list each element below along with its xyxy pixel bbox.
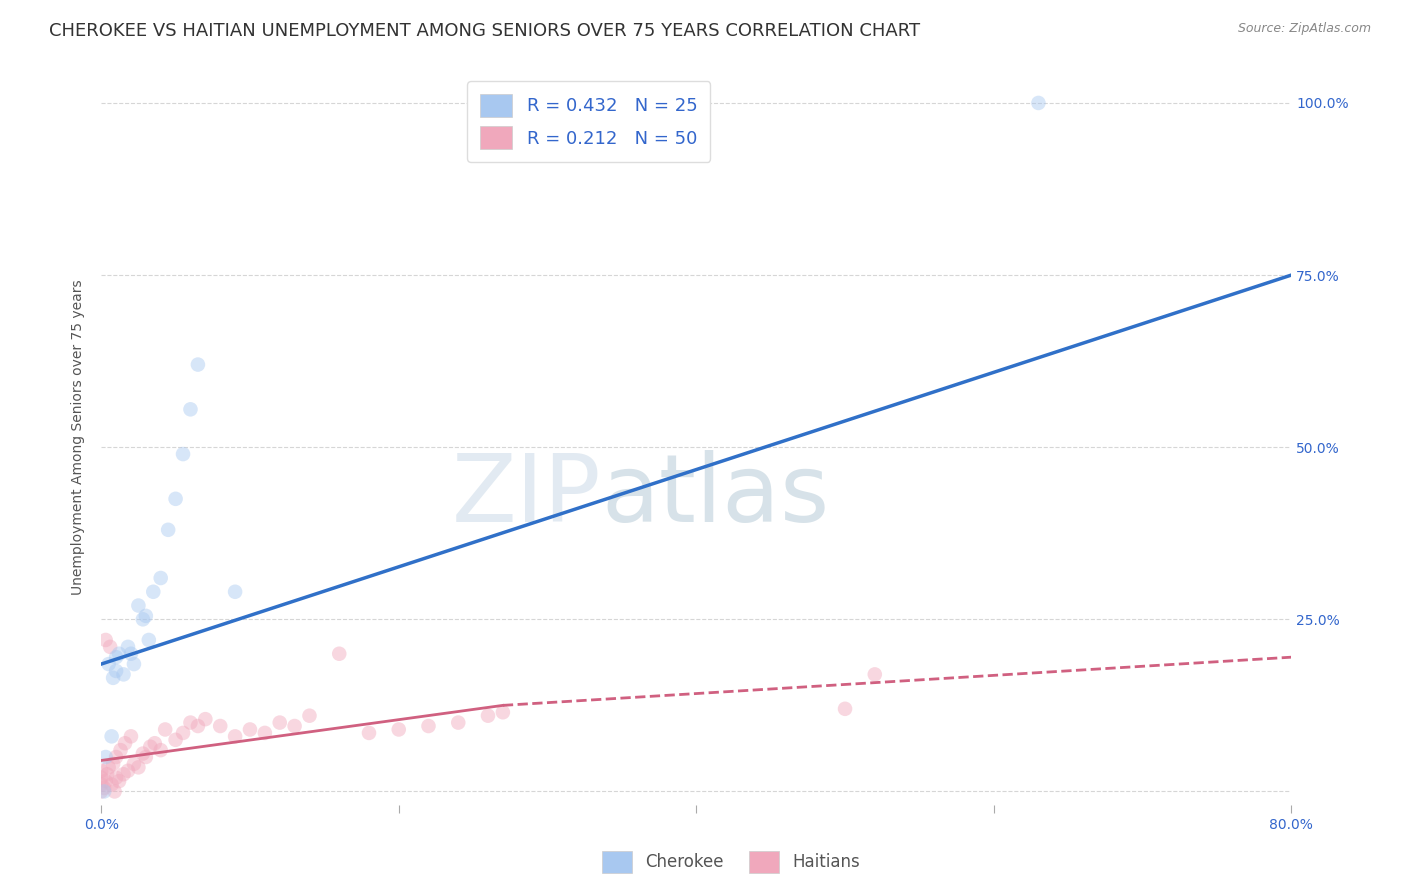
Point [172, 726, 194, 740]
Text: CHEROKEE VS HAITIAN UNEMPLOYMENT AMONG SENIORS OVER 75 YEARS CORRELATION CHART: CHEROKEE VS HAITIAN UNEMPLOYMENT AMONG S… [49, 22, 921, 40]
Point [90, 771, 112, 785]
Point [90, 764, 112, 778]
Point [834, 702, 856, 716]
Text: Source: ZipAtlas.com: Source: ZipAtlas.com [1237, 22, 1371, 36]
Point [187, 719, 209, 733]
Point [127, 760, 149, 774]
Point [94, 774, 117, 789]
Point [97, 657, 120, 671]
Point [110, 743, 132, 757]
Point [418, 719, 440, 733]
Point [194, 712, 217, 726]
Point [477, 708, 499, 723]
Point [447, 715, 470, 730]
Point [112, 667, 135, 681]
Point [153, 723, 176, 737]
Point [172, 447, 194, 461]
Point [1028, 95, 1050, 110]
Point [328, 647, 350, 661]
Legend: Cherokee, Haitians: Cherokee, Haitians [596, 845, 866, 880]
Point [90, 778, 112, 792]
Point [143, 736, 166, 750]
Point [298, 708, 321, 723]
Point [120, 647, 142, 661]
Y-axis label: Unemployment Among Seniors over 75 years: Unemployment Among Seniors over 75 years [72, 279, 86, 595]
Point [239, 723, 262, 737]
Point [94, 632, 117, 647]
Point [98, 640, 121, 654]
Point [105, 664, 128, 678]
Point [165, 732, 187, 747]
Point [269, 715, 291, 730]
Point [93, 780, 115, 795]
Point [120, 730, 142, 744]
Point [94, 750, 117, 764]
Point [165, 491, 187, 506]
Point [114, 736, 136, 750]
Point [224, 584, 246, 599]
Point [492, 705, 515, 719]
Point [101, 671, 124, 685]
Point [149, 743, 172, 757]
Point [101, 756, 124, 771]
Point [179, 402, 201, 417]
Point [117, 640, 139, 654]
Point [139, 739, 162, 754]
Point [388, 723, 411, 737]
Point [142, 584, 165, 599]
Point [135, 608, 157, 623]
Point [224, 730, 246, 744]
Point [100, 730, 122, 744]
Point [209, 719, 232, 733]
Point [112, 767, 135, 781]
Point [135, 750, 157, 764]
Point [96, 767, 118, 781]
Point [284, 719, 307, 733]
Point [138, 632, 160, 647]
Point [122, 756, 145, 771]
Point [157, 523, 180, 537]
Text: atlas: atlas [600, 450, 830, 541]
Point [187, 358, 209, 372]
Point [108, 774, 131, 789]
Point [253, 726, 276, 740]
Point [100, 778, 122, 792]
Point [104, 784, 127, 798]
Legend: R = 0.432   N = 25, R = 0.212   N = 50: R = 0.432 N = 25, R = 0.212 N = 50 [467, 81, 710, 162]
Point [97, 760, 120, 774]
Point [122, 657, 145, 671]
Point [179, 715, 201, 730]
Point [149, 571, 172, 585]
Point [132, 747, 155, 761]
Point [863, 667, 886, 681]
Point [132, 612, 155, 626]
Point [105, 650, 128, 665]
Point [105, 771, 128, 785]
Point [357, 726, 380, 740]
Point [117, 764, 139, 778]
Point [108, 647, 131, 661]
Point [127, 599, 149, 613]
Text: ZIP: ZIP [451, 450, 600, 541]
Point [93, 784, 115, 798]
Point [105, 750, 128, 764]
Point [90, 784, 112, 798]
